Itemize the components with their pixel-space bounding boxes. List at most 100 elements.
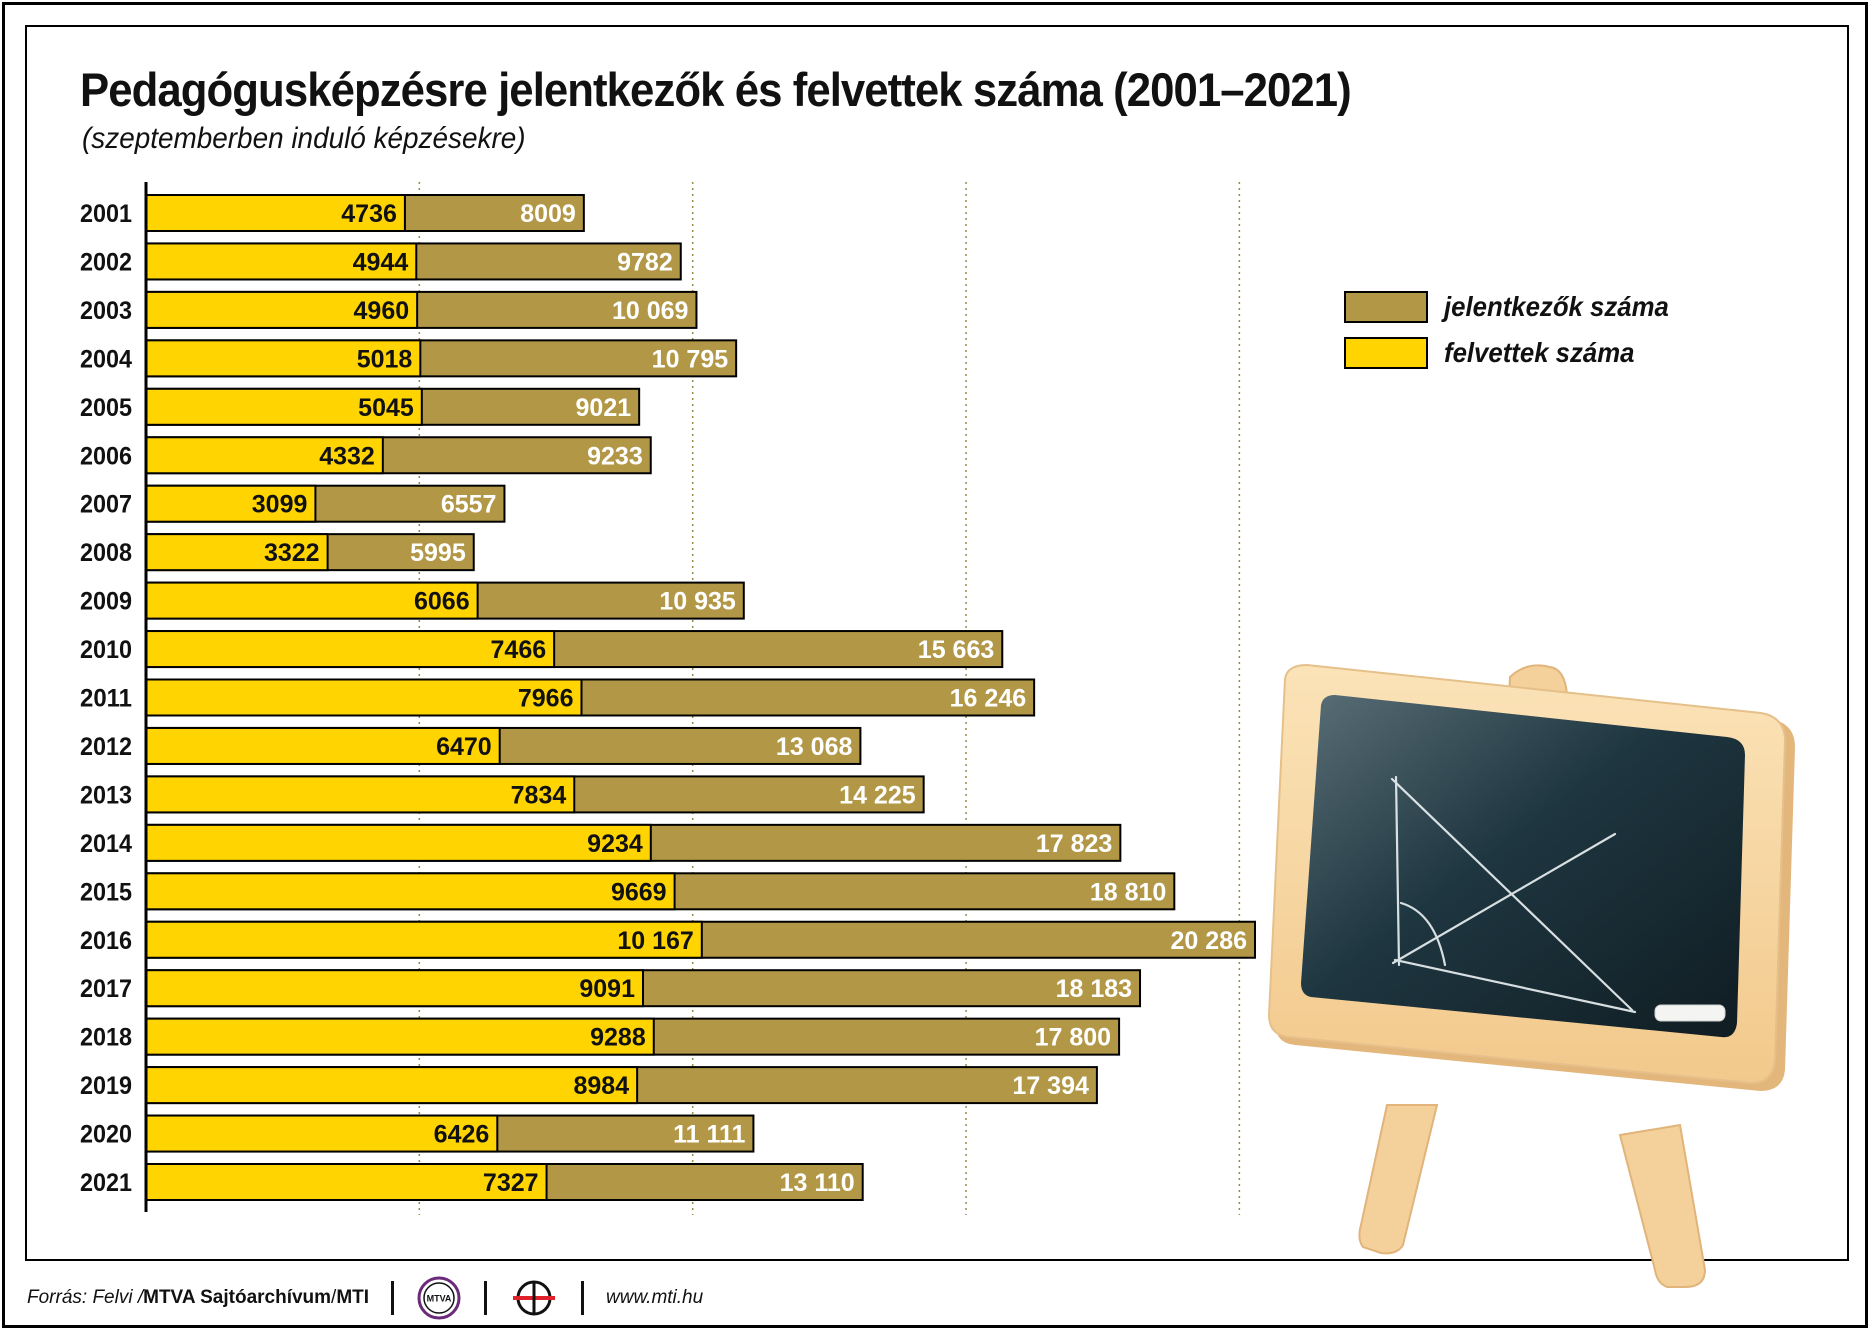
legend-swatch-applicants [1344, 291, 1428, 323]
value-label-admitted-2007: 3099 [252, 491, 308, 519]
mtva-logo-icon: MTVA [417, 1276, 461, 1320]
footer-source-org: MTVA Sajtóarchívum [143, 1287, 332, 1308]
value-label-admitted-2011: 7966 [518, 685, 574, 713]
value-label-applicants-2018: 17 800 [1035, 1024, 1111, 1052]
value-label-applicants-2002: 9782 [617, 248, 673, 276]
bar-admitted-2002 [145, 242, 418, 281]
bar-admitted-2012 [145, 726, 501, 765]
bar-admitted-2010 [145, 630, 556, 669]
year-label-2012: 2012 [80, 733, 132, 761]
value-label-admitted-2004: 5018 [357, 345, 413, 373]
year-label-2005: 2005 [80, 394, 132, 422]
value-label-admitted-2013: 7834 [511, 781, 567, 809]
value-label-admitted-2015: 9669 [611, 878, 667, 906]
value-label-admitted-2019: 8984 [574, 1072, 630, 1100]
value-label-admitted-2003: 4960 [354, 297, 410, 325]
value-label-applicants-2021: 13 110 [780, 1169, 855, 1197]
value-label-applicants-2003: 10 069 [612, 297, 688, 325]
legend-swatch-admitted [1344, 337, 1428, 369]
value-label-applicants-2010: 15 663 [918, 636, 994, 664]
bar-admitted-2013 [145, 775, 576, 814]
year-label-2016: 2016 [80, 927, 132, 955]
footer-source-agency: MTI [336, 1287, 370, 1308]
bar-admitted-2009 [145, 581, 479, 620]
value-label-admitted-2016: 10 167 [617, 927, 693, 955]
value-label-admitted-2002: 4944 [353, 248, 409, 276]
bar-admitted-2020 [145, 1114, 499, 1153]
year-label-2013: 2013 [80, 781, 132, 809]
value-label-admitted-2020: 6426 [434, 1121, 490, 1149]
footer-divider-1 [391, 1281, 395, 1315]
value-label-admitted-2009: 6066 [414, 588, 470, 616]
mti-logo-icon [513, 1280, 556, 1316]
year-label-2017: 2017 [80, 975, 132, 1003]
legend-item-admitted: felvettek száma [1344, 336, 1688, 370]
bar-admitted-2011 [145, 678, 583, 717]
value-label-admitted-2012: 6470 [436, 733, 492, 761]
legend-item-applicants: jelentkezők száma [1344, 290, 1688, 324]
footer-divider-2 [484, 1281, 488, 1315]
value-label-admitted-2005: 5045 [358, 394, 414, 422]
value-label-applicants-2015: 18 810 [1090, 878, 1166, 906]
year-label-2014: 2014 [80, 830, 132, 858]
bar-admitted-2019 [145, 1066, 639, 1105]
footer-source-sep: / [331, 1287, 337, 1308]
value-label-admitted-2018: 9288 [590, 1024, 646, 1052]
chart-subtitle: (szeptemberben induló képzésekre) [82, 122, 526, 155]
footer-divider-3 [581, 1281, 585, 1315]
bar-admitted-2004 [145, 339, 422, 378]
year-label-2021: 2021 [80, 1169, 132, 1197]
bar-admitted-2008 [145, 533, 329, 572]
footer: Forrás: Felvi / MTVA Sajtóarchívum / MTI… [27, 1276, 704, 1320]
year-label-2011: 2011 [80, 685, 132, 713]
legend: jelentkezők száma felvettek száma [1344, 290, 1688, 382]
year-label-2008: 2008 [80, 539, 132, 567]
bar-admitted-2015 [145, 872, 676, 911]
value-label-applicants-2007: 6557 [441, 491, 497, 519]
year-label-2006: 2006 [80, 442, 132, 470]
value-label-admitted-2017: 9091 [579, 975, 635, 1003]
value-label-admitted-2006: 4332 [319, 442, 375, 470]
bar-admitted-2021 [145, 1163, 548, 1201]
value-label-applicants-2009: 10 935 [659, 588, 736, 616]
year-label-2019: 2019 [80, 1072, 132, 1100]
year-label-2009: 2009 [80, 588, 132, 616]
bar-admitted-2017 [145, 969, 644, 1008]
bar-admitted-2014 [145, 823, 652, 862]
legend-label-admitted: felvettek száma [1444, 337, 1635, 368]
value-label-applicants-2016: 20 286 [1171, 927, 1247, 955]
chalkboard-illustration [1267, 663, 1795, 1288]
year-label-2004: 2004 [80, 345, 132, 373]
year-label-2020: 2020 [80, 1121, 132, 1149]
value-label-applicants-2008: 5995 [410, 539, 466, 567]
year-label-2003: 2003 [80, 297, 132, 325]
value-label-applicants-2001: 8009 [520, 200, 576, 228]
value-label-admitted-2008: 3322 [264, 539, 320, 567]
value-label-applicants-2004: 10 795 [652, 345, 729, 373]
value-label-applicants-2014: 17 823 [1036, 830, 1112, 858]
year-label-2001: 2001 [80, 200, 132, 228]
value-label-applicants-2020: 11 111 [673, 1121, 745, 1149]
value-label-applicants-2013: 14 225 [839, 781, 916, 809]
value-label-admitted-2001: 4736 [341, 200, 397, 228]
chart-title: Pedagógusképzésre jelentkezők és felvett… [80, 63, 1352, 116]
chart-frame [25, 25, 1849, 1261]
footer-website: www.mti.hu [606, 1287, 704, 1308]
bar-admitted-2018 [145, 1017, 655, 1056]
svg-text:MTVA: MTVA [427, 1294, 452, 1304]
value-label-admitted-2021: 7327 [483, 1169, 539, 1197]
year-label-2010: 2010 [80, 636, 132, 664]
value-label-admitted-2010: 7466 [491, 636, 547, 664]
year-label-2002: 2002 [80, 248, 132, 276]
bar-admitted-2006 [145, 436, 384, 475]
value-label-applicants-2006: 9233 [587, 442, 643, 470]
value-label-applicants-2017: 18 183 [1056, 975, 1132, 1003]
value-label-applicants-2019: 17 394 [1012, 1072, 1089, 1100]
legend-label-applicants: jelentkezők száma [1444, 291, 1669, 322]
bar-admitted-2003 [145, 290, 419, 329]
value-label-admitted-2014: 9234 [587, 830, 643, 858]
value-label-applicants-2011: 16 246 [950, 685, 1026, 713]
footer-source-prefix: Forrás: Felvi / [27, 1287, 144, 1308]
year-label-2018: 2018 [80, 1024, 132, 1052]
